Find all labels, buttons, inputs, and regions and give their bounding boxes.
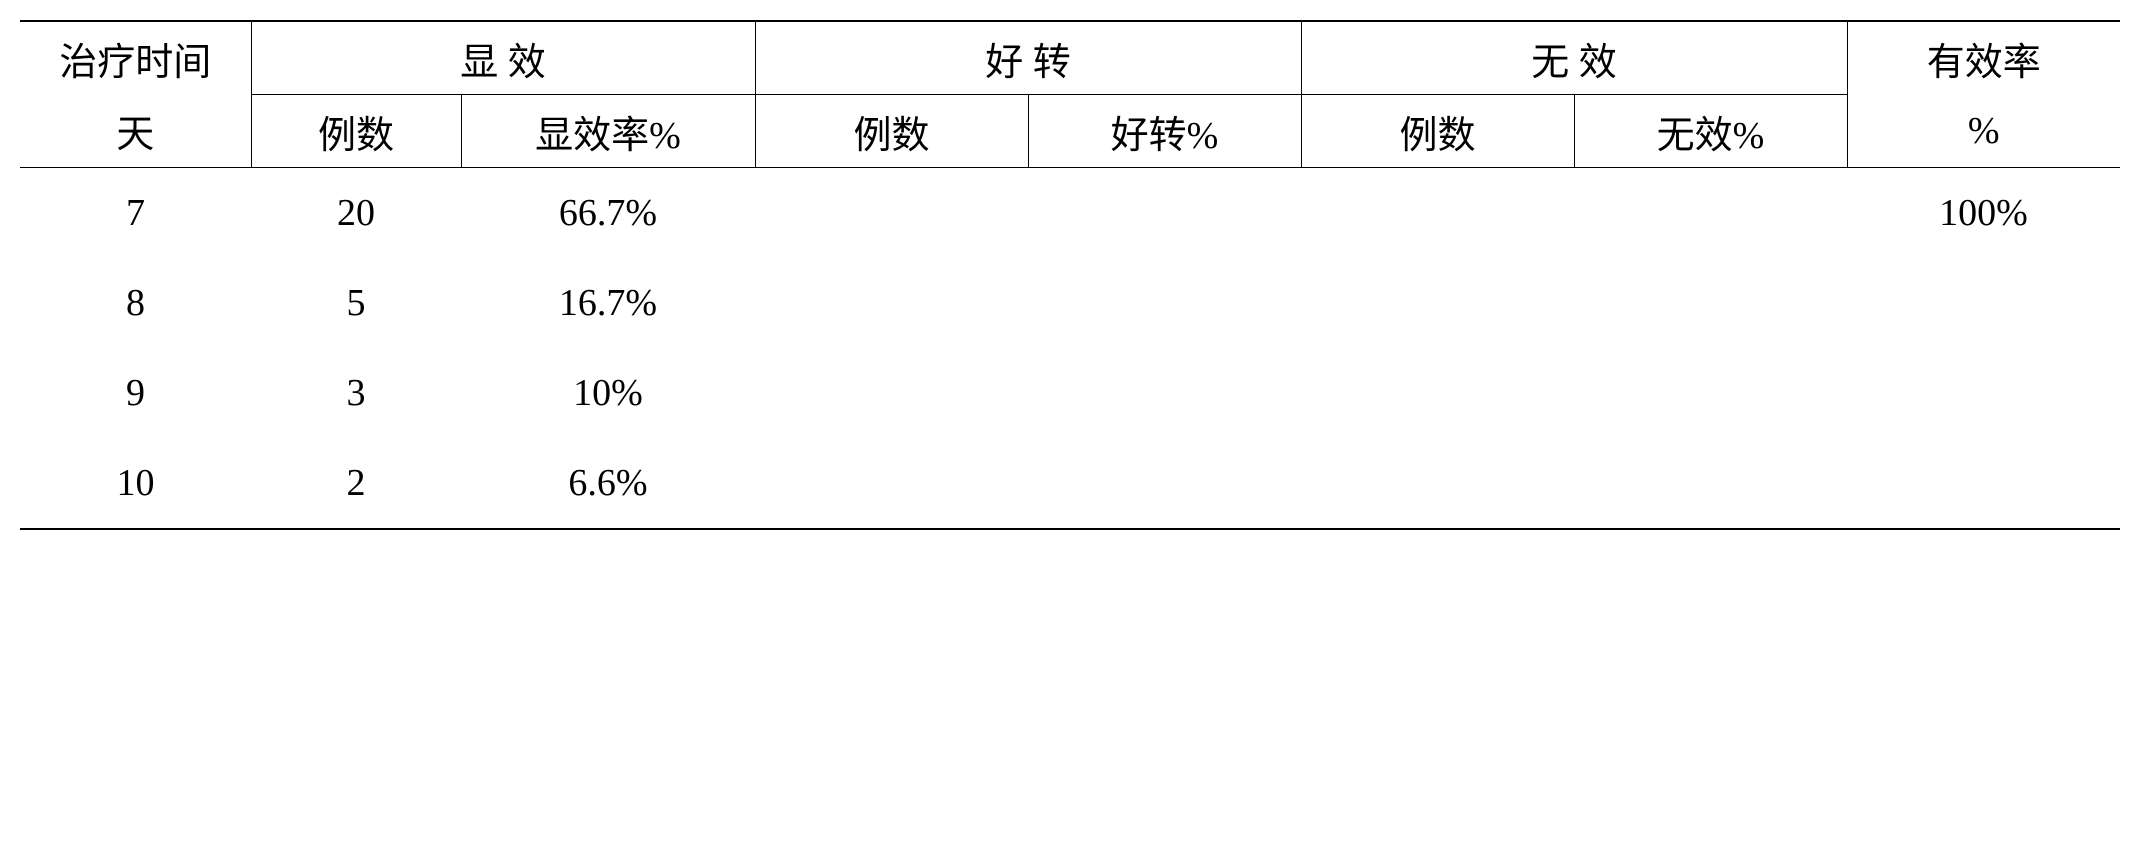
hdr-rate-bottom: % <box>1847 95 2120 168</box>
cell-xx-pct: 16.7% <box>461 258 755 348</box>
hdr-group-wuxiao: 无 效 <box>1301 21 1847 95</box>
hdr-wx-n: 例数 <box>1301 95 1574 168</box>
hdr-days-bottom: 天 <box>20 95 251 168</box>
cell-xx-n: 2 <box>251 438 461 529</box>
hdr-group-haozhuan: 好 转 <box>755 21 1301 95</box>
cell-xx-pct: 66.7% <box>461 168 755 259</box>
cell-rate <box>1847 258 2120 348</box>
header-row-2: 天 例数 显效率% 例数 好转% 例数 无效% % <box>20 95 2120 168</box>
cell-wx-n <box>1301 258 1574 348</box>
cell-xx-n: 20 <box>251 168 461 259</box>
cell-hz-n <box>755 168 1028 259</box>
cell-days: 10 <box>20 438 251 529</box>
cell-wx-pct <box>1574 258 1847 348</box>
cell-hz-n <box>755 258 1028 348</box>
hdr-xx-pct: 显效率% <box>461 95 755 168</box>
efficacy-table: 治疗时间 显 效 好 转 无 效 有效率 天 例数 显效率% 例数 好转% 例数… <box>20 20 2120 530</box>
hdr-group-xianxiao: 显 效 <box>251 21 755 95</box>
cell-wx-pct <box>1574 438 1847 529</box>
cell-rate: 100% <box>1847 168 2120 259</box>
cell-wx-n <box>1301 438 1574 529</box>
cell-rate <box>1847 438 2120 529</box>
hdr-xx-n: 例数 <box>251 95 461 168</box>
table-body: 7 20 66.7% 100% 8 5 16.7% 9 3 10% <box>20 168 2120 530</box>
cell-days: 9 <box>20 348 251 438</box>
cell-hz-n <box>755 438 1028 529</box>
cell-wx-n <box>1301 348 1574 438</box>
table-row: 10 2 6.6% <box>20 438 2120 529</box>
cell-hz-pct <box>1028 348 1301 438</box>
cell-hz-pct <box>1028 168 1301 259</box>
table-head: 治疗时间 显 效 好 转 无 效 有效率 天 例数 显效率% 例数 好转% 例数… <box>20 21 2120 168</box>
cell-wx-pct <box>1574 348 1847 438</box>
table-row: 9 3 10% <box>20 348 2120 438</box>
hdr-rate-top: 有效率 <box>1847 21 2120 95</box>
hdr-wx-pct: 无效% <box>1574 95 1847 168</box>
hdr-days-top: 治疗时间 <box>20 21 251 95</box>
table-row: 8 5 16.7% <box>20 258 2120 348</box>
cell-hz-n <box>755 348 1028 438</box>
header-row-1: 治疗时间 显 效 好 转 无 效 有效率 <box>20 21 2120 95</box>
cell-days: 8 <box>20 258 251 348</box>
cell-hz-pct <box>1028 258 1301 348</box>
cell-days: 7 <box>20 168 251 259</box>
cell-hz-pct <box>1028 438 1301 529</box>
hdr-hz-n: 例数 <box>755 95 1028 168</box>
cell-wx-n <box>1301 168 1574 259</box>
hdr-hz-pct: 好转% <box>1028 95 1301 168</box>
cell-rate <box>1847 348 2120 438</box>
cell-xx-n: 5 <box>251 258 461 348</box>
cell-xx-pct: 6.6% <box>461 438 755 529</box>
cell-xx-n: 3 <box>251 348 461 438</box>
table-row: 7 20 66.7% 100% <box>20 168 2120 259</box>
cell-xx-pct: 10% <box>461 348 755 438</box>
cell-wx-pct <box>1574 168 1847 259</box>
